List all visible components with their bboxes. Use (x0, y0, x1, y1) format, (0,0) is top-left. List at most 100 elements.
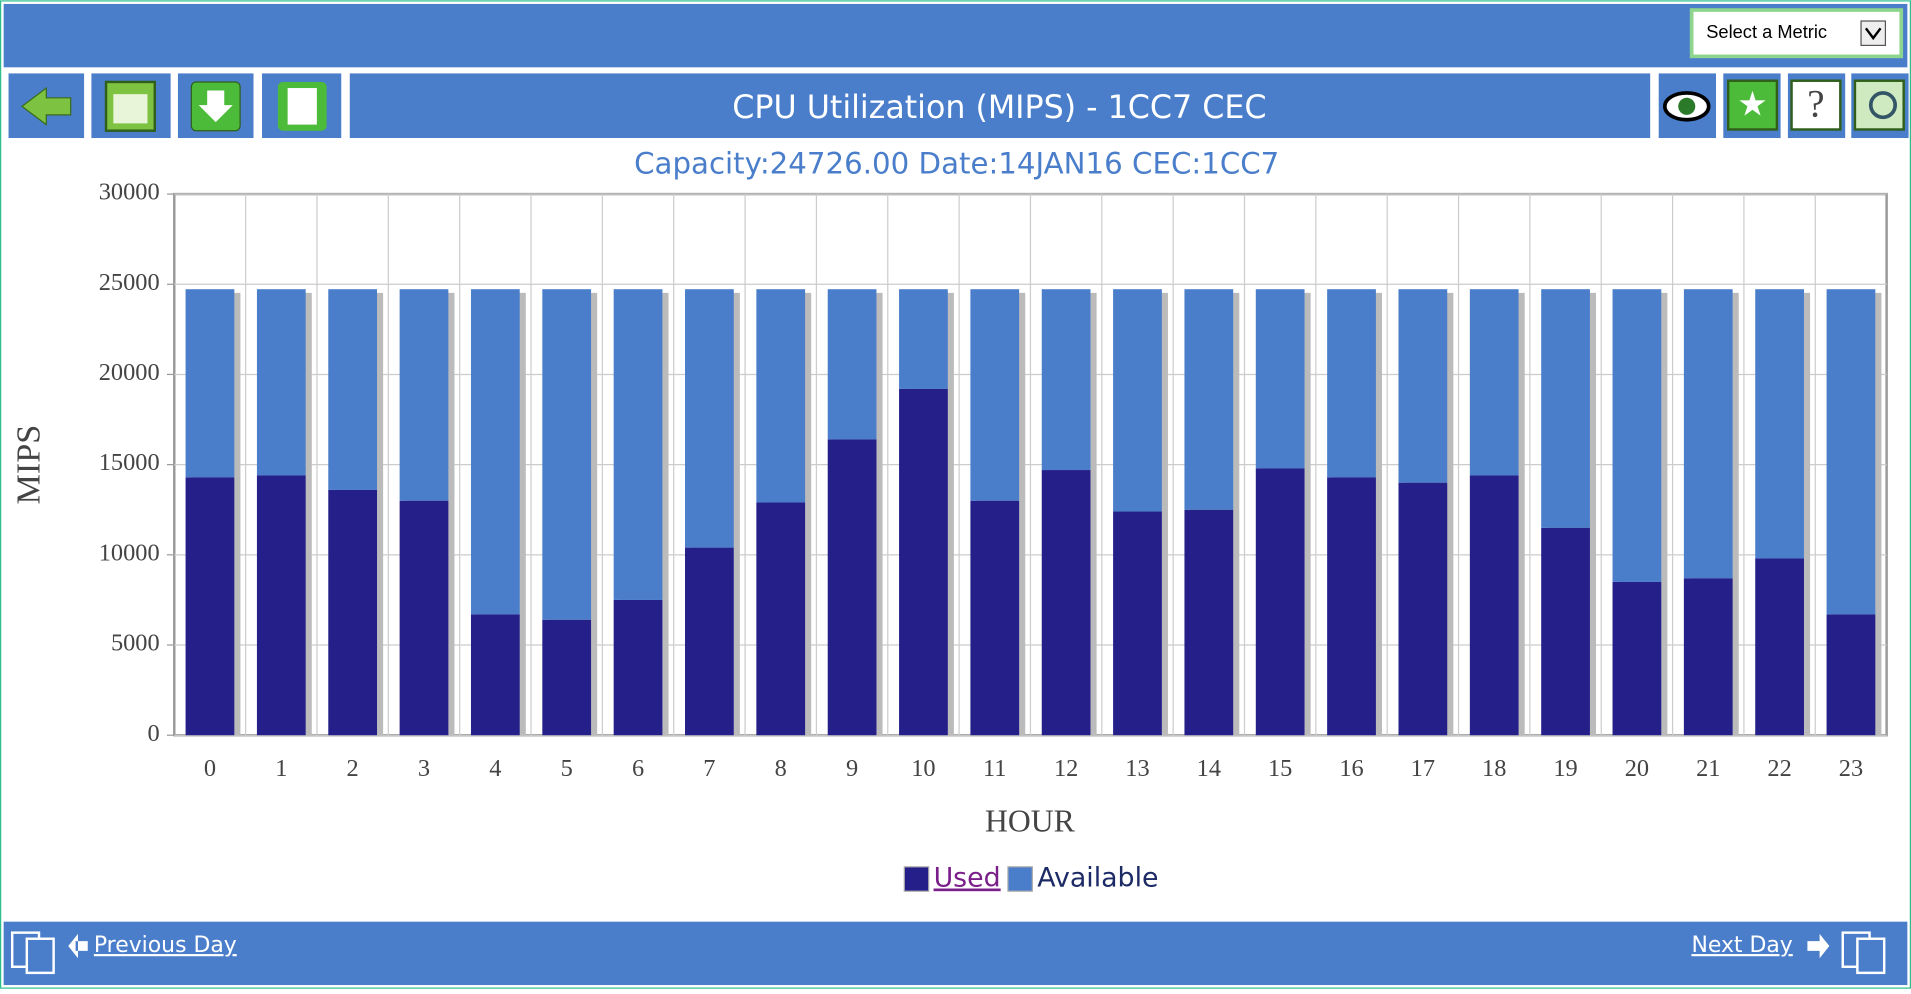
bar-segment (1755, 558, 1804, 736)
legend-swatch (903, 866, 930, 892)
x-tick-label: 2 (347, 755, 359, 782)
help-button[interactable]: ? (1787, 73, 1846, 139)
report-button[interactable] (262, 73, 342, 139)
x-tick-label: 9 (846, 755, 858, 782)
back-button[interactable] (8, 73, 85, 139)
bar-segment (470, 614, 520, 736)
y-tick-label: 15000 (99, 449, 160, 476)
bar-segment (1113, 511, 1162, 736)
select-text: Select a Metric (1706, 21, 1827, 42)
metric-select[interactable]: Select a Metric (1689, 8, 1904, 59)
view-button[interactable] (1658, 73, 1716, 139)
top-bar (3, 3, 1908, 68)
y-tick-label: 30000 (99, 179, 160, 206)
bar-segment (1113, 289, 1162, 512)
bar-segment (685, 547, 734, 736)
bar-segment (328, 489, 378, 736)
footer-bar (3, 921, 1908, 986)
bar-segment (1469, 475, 1519, 736)
x-axis-label: HOUR (985, 803, 1076, 838)
bar-segment (470, 289, 520, 615)
bar-segment (1826, 289, 1876, 615)
bar-segment (827, 439, 877, 736)
y-tick-label: 25000 (99, 269, 160, 296)
bar-segment (185, 477, 235, 736)
y-tick-label: 5000 (111, 630, 160, 657)
bar-segment (1755, 289, 1804, 559)
bar-segment (899, 388, 948, 736)
x-tick-label: 11 (983, 755, 1006, 782)
bar-segment (1398, 482, 1448, 736)
bar-segment (613, 289, 663, 600)
bar-segment (542, 289, 592, 620)
calendar-button[interactable] (91, 73, 171, 139)
bar-segment (1612, 289, 1662, 582)
x-tick-label: 10 (911, 755, 935, 782)
x-tick-label: 16 (1339, 755, 1363, 782)
bar-segment (1255, 468, 1305, 736)
x-tick-label: 7 (703, 755, 715, 782)
bar-segment (185, 289, 235, 478)
title-bar (349, 73, 1651, 139)
x-tick-label: 21 (1696, 755, 1720, 782)
x-tick-label: 20 (1625, 755, 1649, 782)
bar-segment (1826, 614, 1876, 736)
bar-segment (899, 289, 948, 389)
svg-text:★: ★ (1737, 86, 1768, 123)
legend-label: Available (1037, 863, 1158, 894)
svg-text:?: ? (1807, 83, 1824, 126)
bar-segment (756, 502, 806, 736)
download-button[interactable] (177, 73, 254, 139)
bar-segment (1327, 477, 1376, 736)
bar-segment (399, 289, 449, 501)
bar-segment (1184, 289, 1234, 510)
bar-segment (256, 475, 306, 736)
bar-segment (1541, 527, 1590, 736)
bar-segment (1041, 289, 1091, 471)
bar-segment (685, 289, 734, 548)
bar-segment (256, 289, 306, 476)
bar-segment (970, 289, 1020, 501)
legend-swatch (1007, 866, 1033, 892)
previous-day-link[interactable]: Previous Day (94, 933, 237, 958)
x-tick-label: 14 (1197, 755, 1221, 782)
bar-segment (1327, 289, 1376, 478)
x-tick-label: 8 (775, 755, 787, 782)
x-tick-label: 15 (1268, 755, 1292, 782)
next-day-link[interactable]: Next Day (1691, 933, 1792, 958)
bar-segment (1612, 581, 1662, 736)
x-tick-label: 13 (1125, 755, 1149, 782)
bar-segment (1683, 578, 1733, 736)
bar-segment (1469, 289, 1519, 476)
bar-segment (1683, 289, 1733, 579)
favorite-button[interactable]: ★ (1723, 73, 1781, 139)
next-day-icon[interactable] (1807, 931, 1886, 975)
y-axis-label: MIPS (11, 425, 48, 505)
bar-segment (1255, 289, 1305, 469)
bar-segment (970, 500, 1020, 736)
x-tick-label: 22 (1767, 755, 1791, 782)
x-tick-label: 17 (1411, 755, 1435, 782)
x-tick-label: 4 (489, 755, 501, 782)
chart-title: CPU Utilization (MIPS) - 1CC7 CEC (732, 90, 1266, 126)
bar-segment (399, 500, 449, 736)
x-tick-label: 0 (204, 755, 216, 782)
bar-segment (827, 289, 877, 440)
x-tick-label: 12 (1054, 755, 1078, 782)
zoom-button[interactable] (1851, 73, 1909, 139)
bar-segment (542, 619, 592, 736)
legend-label[interactable]: Used (934, 863, 1001, 894)
bar-segment (1184, 509, 1234, 736)
bar-segment (1398, 289, 1448, 483)
bar-segment (756, 289, 806, 503)
x-tick-label: 3 (418, 755, 430, 782)
bar-segment (1041, 470, 1091, 736)
chart-subtitle: Capacity:24726.00 Date:14JAN16 CEC:1CC7 (634, 146, 1279, 180)
y-tick-label: 20000 (99, 359, 160, 386)
previous-day-icon[interactable] (10, 931, 88, 975)
bar-segment (1541, 289, 1590, 528)
y-tick-label: 0 (147, 720, 159, 747)
bar-segment (613, 599, 663, 736)
bar-segment (328, 289, 378, 490)
